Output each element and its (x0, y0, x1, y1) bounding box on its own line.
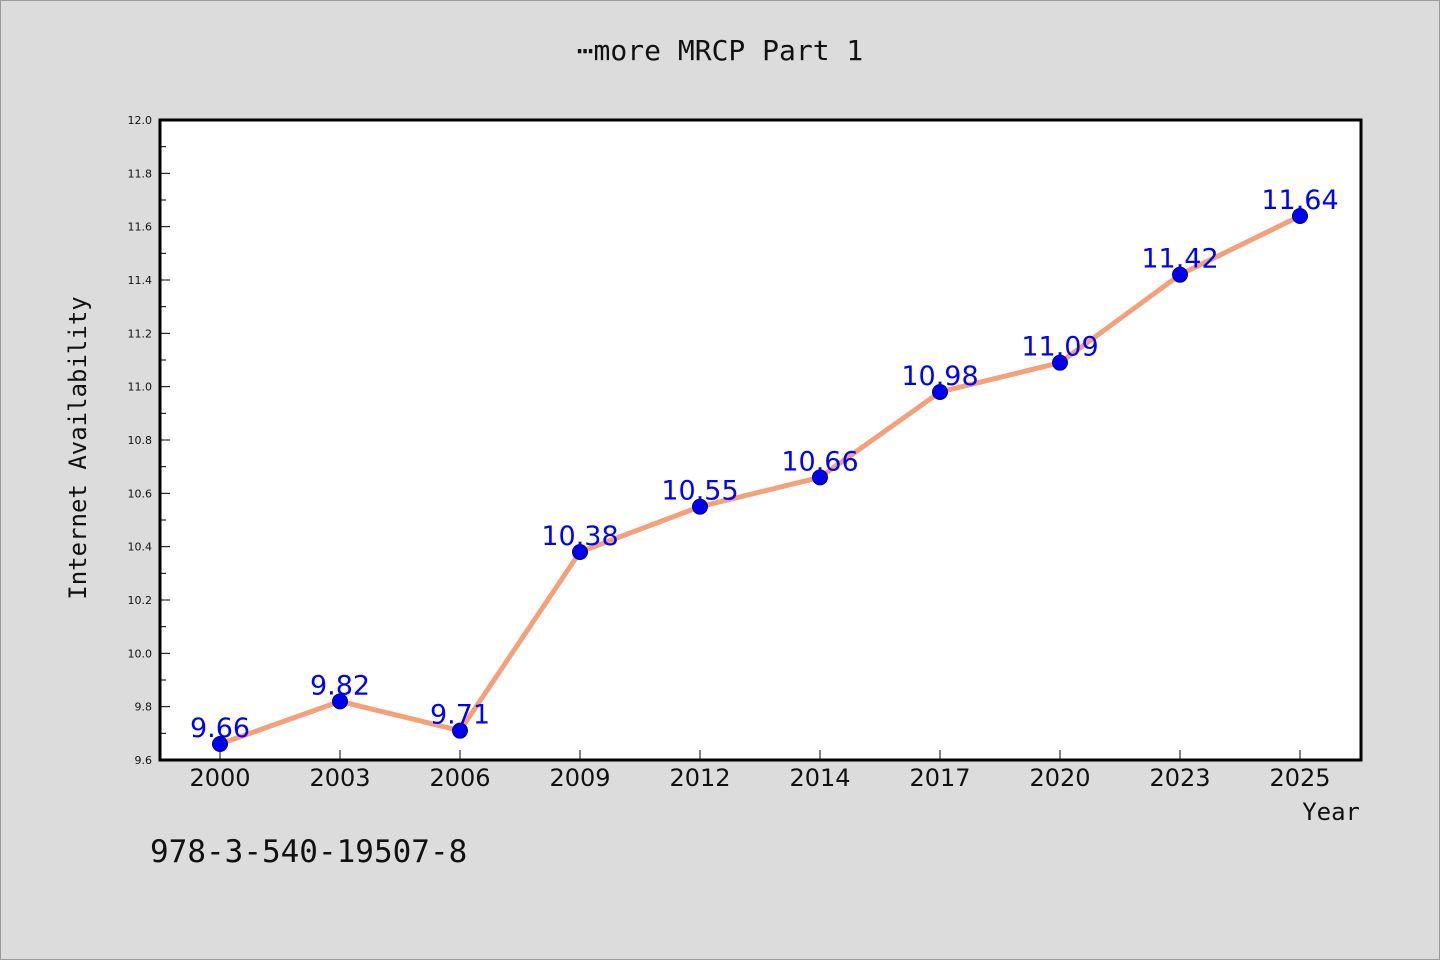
x-tick-label: 2006 (429, 764, 490, 792)
y-tick-label: 10.2 (128, 594, 153, 607)
y-tick-label: 9.8 (135, 701, 153, 714)
x-tick-label: 2009 (549, 764, 610, 792)
data-point (212, 736, 228, 752)
x-tick-label: 2025 (1269, 764, 1330, 792)
y-tick-label: 12.0 (128, 114, 153, 127)
data-point (332, 693, 348, 710)
data-label: 11.09 (1021, 332, 1098, 363)
data-label: 9.71 (430, 700, 490, 731)
x-tick-label: 2000 (189, 764, 250, 792)
data-point (812, 469, 828, 486)
data-label: 10.38 (541, 521, 618, 552)
y-tick-label: 9.6 (135, 754, 153, 767)
data-label: 11.64 (1261, 185, 1338, 216)
chart-title: ⋯more MRCP Part 1 (576, 34, 864, 67)
series-line (219, 213, 1302, 747)
y-tick-label: 10.0 (128, 647, 153, 660)
y-tick-label: 10.4 (128, 541, 153, 554)
plot-area (158, 118, 1363, 762)
data-point (1052, 354, 1068, 371)
x-tick-label: 2012 (669, 764, 730, 792)
y-tick-label: 11.8 (128, 167, 153, 180)
data-point (1172, 266, 1188, 283)
data-label: 11.42 (1141, 244, 1218, 275)
data-point (692, 498, 708, 515)
data-point (932, 384, 948, 400)
y-tick-label: 11.6 (128, 221, 153, 234)
x-axis: 2000 2003 2006 2009 2012 2014 2017 2020 2023 2025 (189, 750, 1331, 792)
x-axis-label: Year (1302, 798, 1360, 826)
x-tick-label: 2014 (789, 764, 850, 792)
x-tick-label: 2020 (1029, 764, 1090, 792)
data-label: 10.66 (781, 446, 858, 477)
data-label: 9.66 (190, 713, 250, 744)
y-tick-label: 10.8 (128, 434, 153, 447)
y-tick-label: 11.0 (128, 381, 153, 394)
data-label: 10.98 (901, 361, 978, 392)
y-axis: 9.6 9.8 10.0 10.2 10.4 10.6 10.8 11.0 11.2 11.4 11… (128, 114, 170, 767)
data-point (1292, 208, 1308, 224)
y-tick-label: 11.4 (128, 274, 153, 287)
isbn-text: 978-3-540-19507-8 (150, 834, 468, 870)
data-point (572, 544, 588, 560)
series-markers (212, 208, 1308, 752)
y-tick-label: 11.2 (128, 327, 153, 340)
x-tick-label: 2023 (1149, 764, 1210, 792)
data-label: 10.55 (661, 476, 738, 507)
data-point (452, 722, 468, 739)
data-label: 9.82 (310, 670, 370, 701)
x-tick-label: 2017 (909, 764, 970, 792)
data-labels: 9.66 9.82 9.71 10.38 10.55 10.66 10.98 11.09 11.… (190, 185, 1339, 744)
x-tick-label: 2003 (309, 764, 370, 792)
y-tick-label: 10.6 (128, 487, 153, 500)
y-axis-label: Internet Availability (64, 296, 92, 599)
